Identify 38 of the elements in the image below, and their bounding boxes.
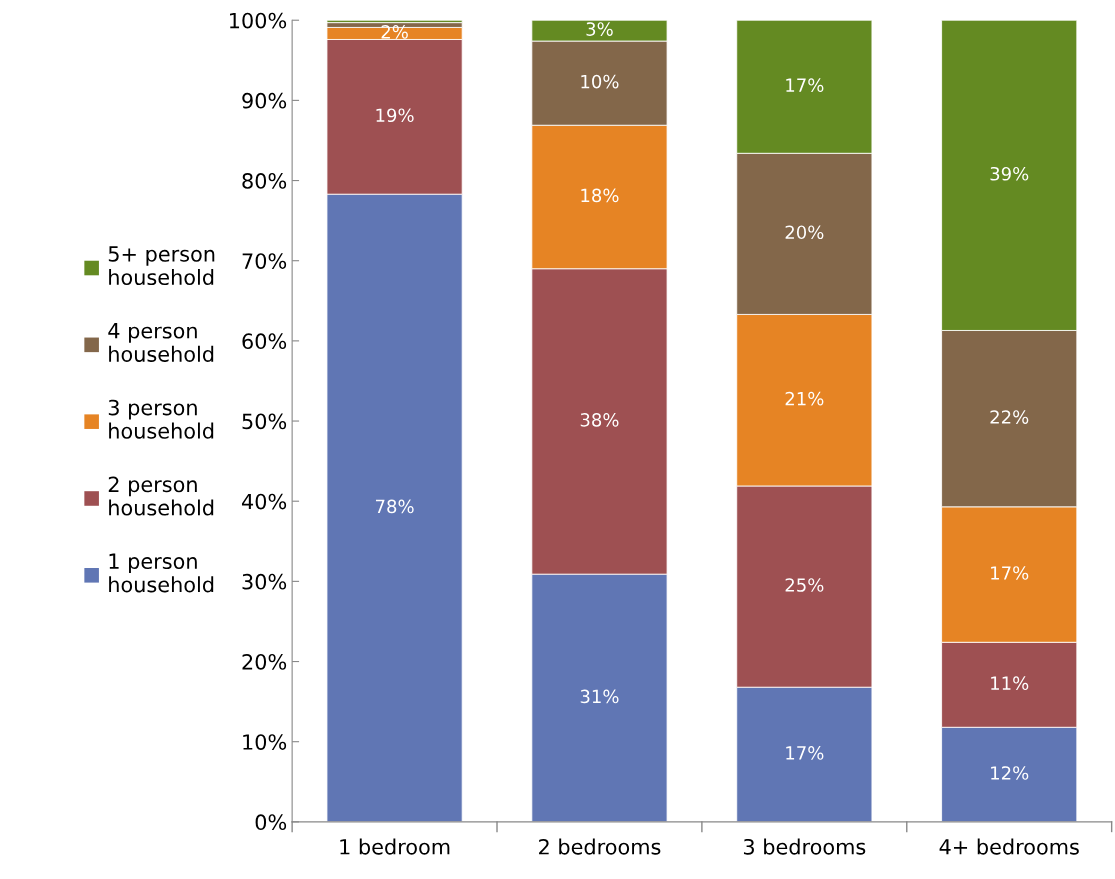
data-label: 11% [991, 676, 1029, 691]
data-label: 17% [991, 566, 1029, 580]
legend-label: 5+ person household [108, 246, 215, 286]
legend-label: 3 person household [108, 399, 214, 439]
data-label: 21% [785, 391, 824, 406]
data-label: 10% [581, 74, 619, 89]
data-label: 3% [586, 22, 613, 36]
data-label: 25% [785, 578, 824, 592]
legend-label: 4 person household [108, 323, 214, 362]
data-label: 18% [581, 188, 619, 203]
data-label: 17% [786, 746, 824, 760]
legend-label: 1 person household [109, 553, 214, 593]
y-tick-label: 50% [242, 413, 287, 430]
y-tick-label: 60% [242, 333, 287, 350]
legend-label: 2 person household [108, 476, 214, 516]
data-label: 78% [375, 499, 414, 514]
y-tick-label: 0% [255, 814, 287, 831]
x-tick-label: 3 bedrooms [743, 838, 866, 855]
data-label: 17% [786, 78, 824, 92]
data-label: 39% [990, 166, 1029, 181]
x-tick-label: 4+ bedrooms [939, 838, 1079, 855]
y-tick-label: 90% [242, 92, 287, 109]
data-label: 19% [376, 108, 414, 123]
y-tick-label: 20% [242, 653, 287, 670]
data-label: 20% [785, 225, 824, 240]
y-tick-label: 100% [230, 12, 287, 29]
data-label: 12% [991, 766, 1029, 780]
data-label: 38% [580, 413, 619, 427]
data-label: 31% [580, 689, 619, 704]
y-tick-label: 80% [242, 173, 287, 189]
y-tick-label: 40% [241, 493, 287, 510]
x-tick-label: 2 bedrooms [539, 838, 661, 855]
y-tick-label: 10% [243, 734, 287, 750]
x-tick-label: 1 bedroom [340, 838, 450, 855]
y-tick-label: 70% [242, 253, 287, 269]
y-tick-label: 30% [242, 573, 287, 590]
data-label: 22% [990, 410, 1029, 424]
data-label: 2% [381, 25, 408, 39]
